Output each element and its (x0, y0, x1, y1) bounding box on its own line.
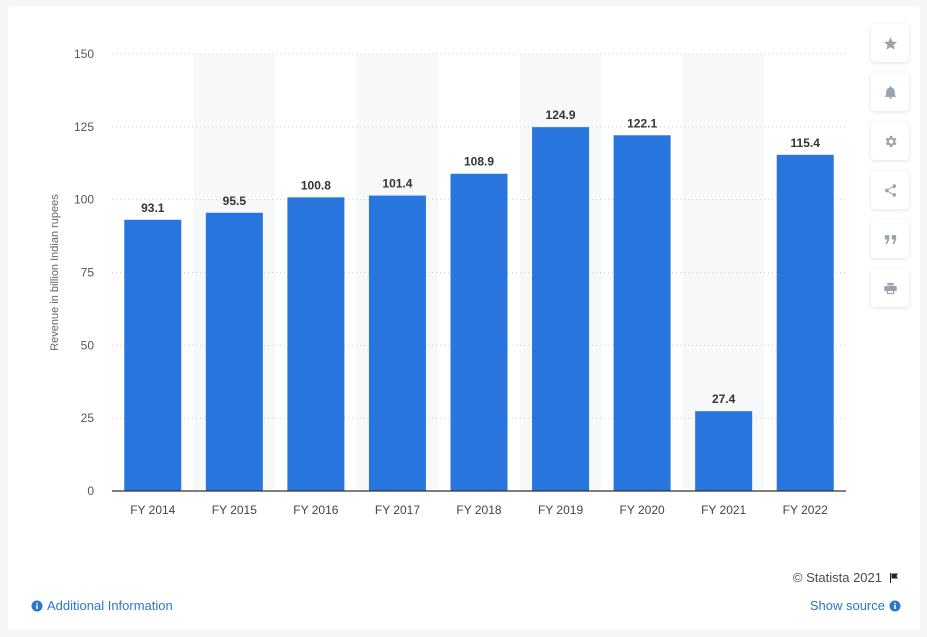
info-icon (31, 600, 43, 611)
bell-icon (884, 85, 896, 99)
bar (205, 212, 263, 491)
x-tick-label: FY 2019 (538, 503, 583, 517)
x-tick-label: FY 2022 (783, 503, 828, 517)
show-source-label: Show source (809, 598, 885, 613)
y-tick-label: 150 (74, 47, 94, 61)
data-label: 93.1 (141, 201, 165, 215)
bar-chart: 0 25 50 75 100 125 150 Revenue in billion India… (49, 47, 846, 517)
bar (450, 173, 508, 491)
x-tick-label: FY 2021 (701, 503, 746, 517)
info-icon (889, 600, 901, 611)
data-label: 124.9 (546, 108, 576, 122)
chart-card: 0 25 50 75 100 125 150 Revenue in billion India… (8, 6, 920, 630)
copyright-text: © Statista 2021 (792, 570, 882, 585)
data-label: 115.4 (791, 136, 821, 150)
settings-button[interactable] (871, 122, 909, 160)
x-tick-label: FY 2018 (456, 503, 501, 517)
y-axis-label: Revenue in billion Indian rupees (49, 194, 61, 351)
bar (613, 135, 671, 492)
favorite-button[interactable] (871, 24, 909, 62)
additional-information-label: Additional Information (47, 598, 173, 613)
x-tick-label: FY 2015 (212, 503, 257, 517)
show-source-link[interactable]: Show source (810, 598, 901, 613)
additional-information-link[interactable]: Additional Information (31, 598, 173, 613)
x-tick-label: FY 2014 (130, 503, 175, 517)
y-tick-label: 0 (87, 484, 94, 498)
y-tick-label: 50 (81, 338, 95, 352)
y-tick-label: 125 (74, 120, 94, 134)
data-label: 95.5 (223, 194, 247, 208)
data-label: 27.4 (712, 392, 736, 406)
bar (776, 154, 834, 491)
x-tick-label: FY 2016 (293, 503, 338, 517)
data-label: 122.1 (627, 116, 657, 130)
bar (532, 127, 590, 491)
gear-icon (885, 135, 896, 147)
notification-button[interactable] (871, 73, 909, 111)
print-button[interactable] (871, 269, 909, 307)
y-tick-label: 75 (81, 266, 95, 280)
chart-toolbar (871, 24, 911, 318)
share-icon (884, 183, 896, 197)
bar (368, 195, 426, 491)
x-tick-label: FY 2020 (620, 503, 665, 517)
quote-icon (884, 234, 896, 244)
cite-button[interactable] (871, 220, 909, 258)
star-icon (883, 36, 897, 50)
data-label: 101.4 (382, 177, 412, 191)
print-icon (883, 282, 897, 294)
data-label: 108.9 (464, 155, 494, 169)
bar (287, 197, 345, 491)
flag-icon[interactable] (888, 572, 900, 584)
y-tick-label: 25 (81, 411, 95, 425)
share-button[interactable] (871, 171, 909, 209)
x-tick-label: FY 2017 (375, 503, 420, 517)
y-tick-label: 100 (74, 193, 94, 207)
data-label: 100.8 (301, 178, 331, 192)
bar (124, 219, 182, 491)
copyright: © Statista 2021 (793, 570, 900, 585)
bar (695, 411, 753, 491)
